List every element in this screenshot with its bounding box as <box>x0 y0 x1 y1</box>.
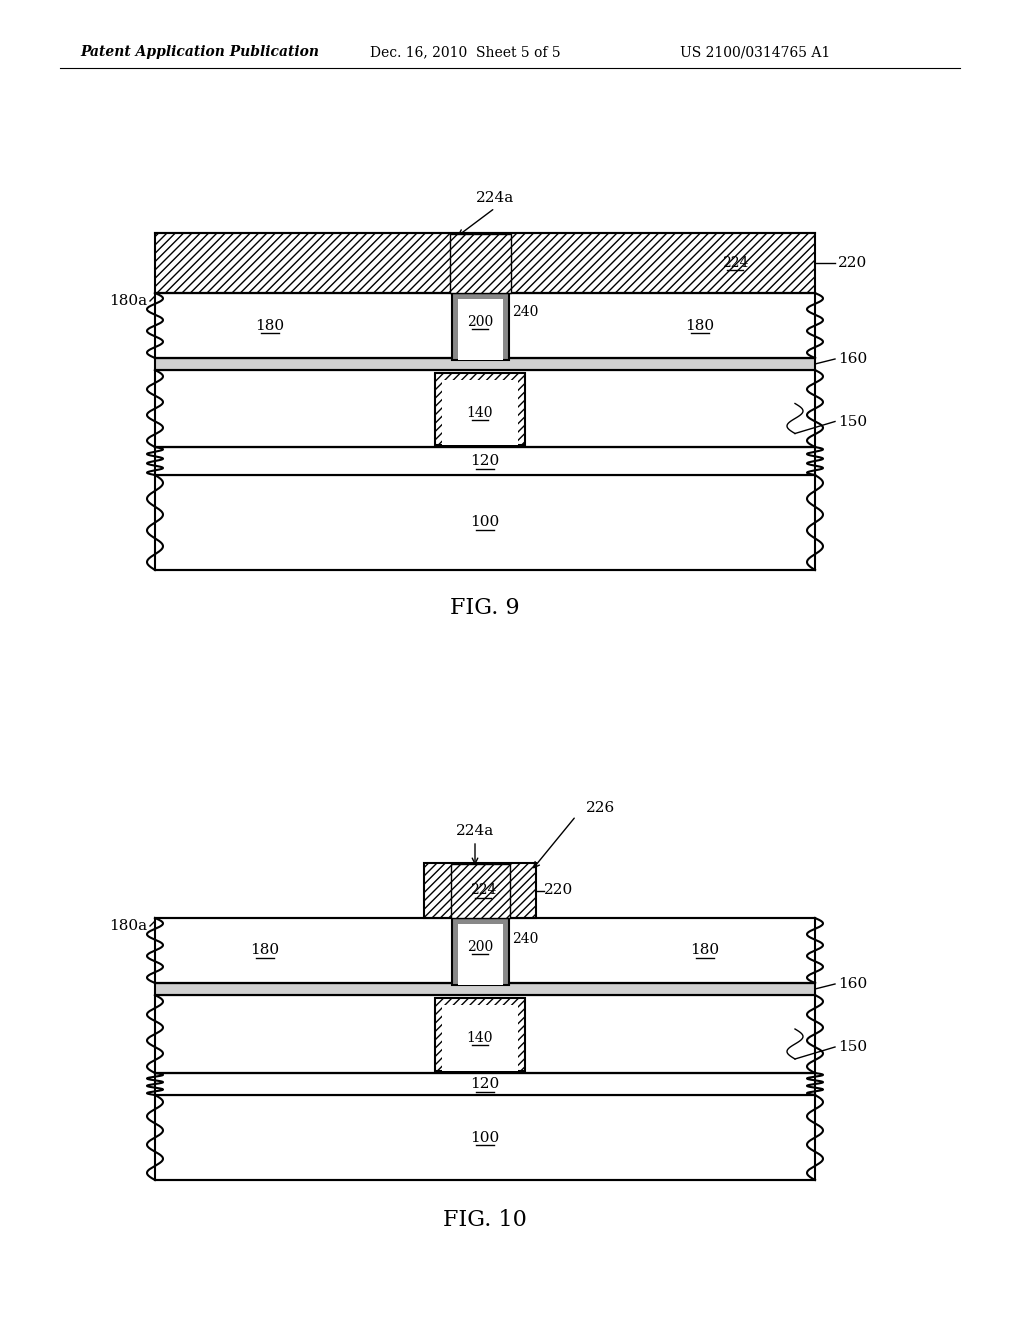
Text: 200: 200 <box>467 315 494 329</box>
Bar <box>451 865 510 917</box>
Text: 120: 120 <box>470 1077 500 1092</box>
Text: 226: 226 <box>586 801 615 814</box>
Text: 180a: 180a <box>109 919 147 933</box>
Bar <box>450 234 511 293</box>
Bar <box>424 863 536 917</box>
Text: 220: 220 <box>838 256 867 271</box>
Bar <box>458 924 503 985</box>
Text: Dec. 16, 2010  Sheet 5 of 5: Dec. 16, 2010 Sheet 5 of 5 <box>370 45 560 59</box>
Bar <box>155 358 815 370</box>
Text: Patent Application Publication: Patent Application Publication <box>80 45 319 59</box>
Text: 150: 150 <box>838 1040 867 1053</box>
Bar <box>442 1005 518 1071</box>
Text: 100: 100 <box>470 1130 500 1144</box>
Bar <box>435 374 525 445</box>
Bar <box>435 998 525 1071</box>
Bar <box>452 293 509 360</box>
Bar <box>450 234 511 293</box>
Bar <box>155 995 815 1073</box>
Bar <box>155 447 815 475</box>
Bar <box>155 917 815 983</box>
Text: 240: 240 <box>512 932 539 946</box>
Text: 220: 220 <box>544 883 573 898</box>
Text: 180: 180 <box>255 318 285 333</box>
Bar <box>451 865 510 917</box>
Text: 180: 180 <box>690 944 720 957</box>
Bar <box>452 917 509 985</box>
Bar <box>442 380 518 445</box>
Text: 180: 180 <box>251 944 280 957</box>
Text: 224a: 224a <box>456 824 495 838</box>
Text: 224a: 224a <box>476 191 514 205</box>
Text: 224: 224 <box>722 256 749 271</box>
Text: 180a: 180a <box>109 294 147 308</box>
Bar <box>155 234 815 293</box>
Text: 140: 140 <box>467 1031 494 1045</box>
Text: 240: 240 <box>512 305 539 319</box>
Bar <box>155 293 815 358</box>
Bar <box>155 1096 815 1180</box>
Text: 160: 160 <box>838 977 867 991</box>
Text: 140: 140 <box>467 405 494 420</box>
Text: FIG. 9: FIG. 9 <box>451 597 520 619</box>
Text: 150: 150 <box>838 414 867 429</box>
Bar <box>155 370 815 447</box>
Text: 120: 120 <box>470 454 500 469</box>
Text: 200: 200 <box>467 940 494 954</box>
Text: 224: 224 <box>470 883 497 898</box>
Text: US 2100/0314765 A1: US 2100/0314765 A1 <box>680 45 830 59</box>
Text: 180: 180 <box>685 318 715 333</box>
Text: FIG. 10: FIG. 10 <box>443 1209 527 1232</box>
Bar <box>155 475 815 570</box>
Text: 100: 100 <box>470 516 500 529</box>
Text: 160: 160 <box>838 352 867 366</box>
Bar <box>155 983 815 995</box>
Bar <box>458 300 503 360</box>
Bar <box>155 1073 815 1096</box>
